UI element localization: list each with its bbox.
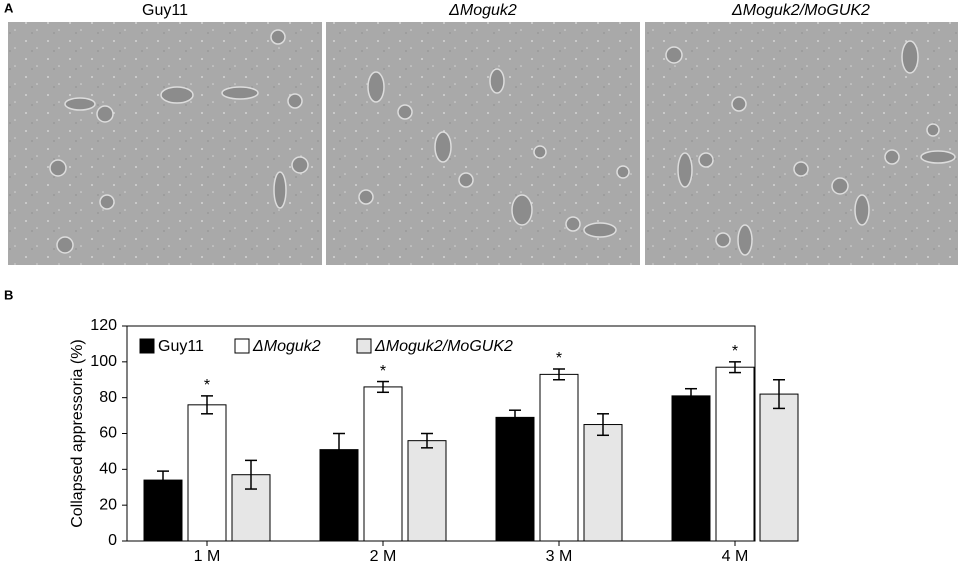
bar [539, 373, 579, 542]
image-title: Guy11 [142, 2, 188, 19]
panel-label: B [4, 287, 13, 302]
plot-frame [126, 325, 756, 542]
legend-swatch [356, 338, 372, 354]
legend-swatch [234, 338, 250, 354]
legend-label: Guy11 [158, 338, 204, 355]
image-title: ΔMoguk2 [448, 2, 517, 19]
bar [583, 424, 623, 542]
y-tick-label: 60 [99, 425, 117, 442]
error-bar [333, 432, 345, 467]
y-tick-label: 120 [90, 317, 117, 334]
error-bar [421, 432, 433, 449]
significance-mark: * [732, 343, 738, 360]
y-tick-label: 20 [99, 496, 117, 513]
bar [187, 404, 227, 542]
x-tick-label: 4 M [722, 548, 749, 565]
error-bar [201, 395, 213, 415]
significance-mark: * [204, 377, 210, 394]
bar [363, 386, 403, 542]
micrograph [326, 22, 640, 265]
cells [49, 29, 956, 256]
error-bar [773, 379, 785, 410]
bar [715, 366, 755, 542]
bar [407, 440, 447, 542]
legend-swatch [139, 338, 155, 354]
error-bar [685, 387, 697, 404]
x-tick-label: 1 M [194, 548, 221, 565]
error-bar [729, 361, 741, 374]
error-bar [245, 459, 257, 490]
y-axis-label: Collapsed appressoria (%) [69, 339, 86, 528]
micrographs [8, 22, 958, 265]
error-bar [157, 470, 169, 490]
image-title: ΔMoguk2/MoGUK2 [731, 2, 870, 19]
bar [759, 393, 799, 542]
significance-mark: * [556, 350, 562, 367]
legend-label: ΔMoguk2 [252, 338, 321, 355]
bar [671, 395, 711, 542]
error-bar [597, 413, 609, 437]
panel-label: A [4, 0, 14, 15]
error-bar [377, 380, 389, 394]
legend-label: ΔMoguk2/MoGUK2 [374, 338, 513, 355]
x-tick-label: 3 M [546, 548, 573, 565]
significance-mark: * [380, 363, 386, 380]
error-bar [553, 368, 565, 381]
error-bar [509, 409, 521, 426]
y-tick-label: 40 [99, 461, 117, 478]
y-tick-label: 0 [108, 532, 117, 549]
micrograph [8, 22, 322, 265]
bar [495, 416, 535, 542]
y-tick-label: 100 [90, 353, 117, 370]
x-tick-label: 2 M [370, 548, 397, 565]
y-tick-label: 80 [99, 389, 117, 406]
